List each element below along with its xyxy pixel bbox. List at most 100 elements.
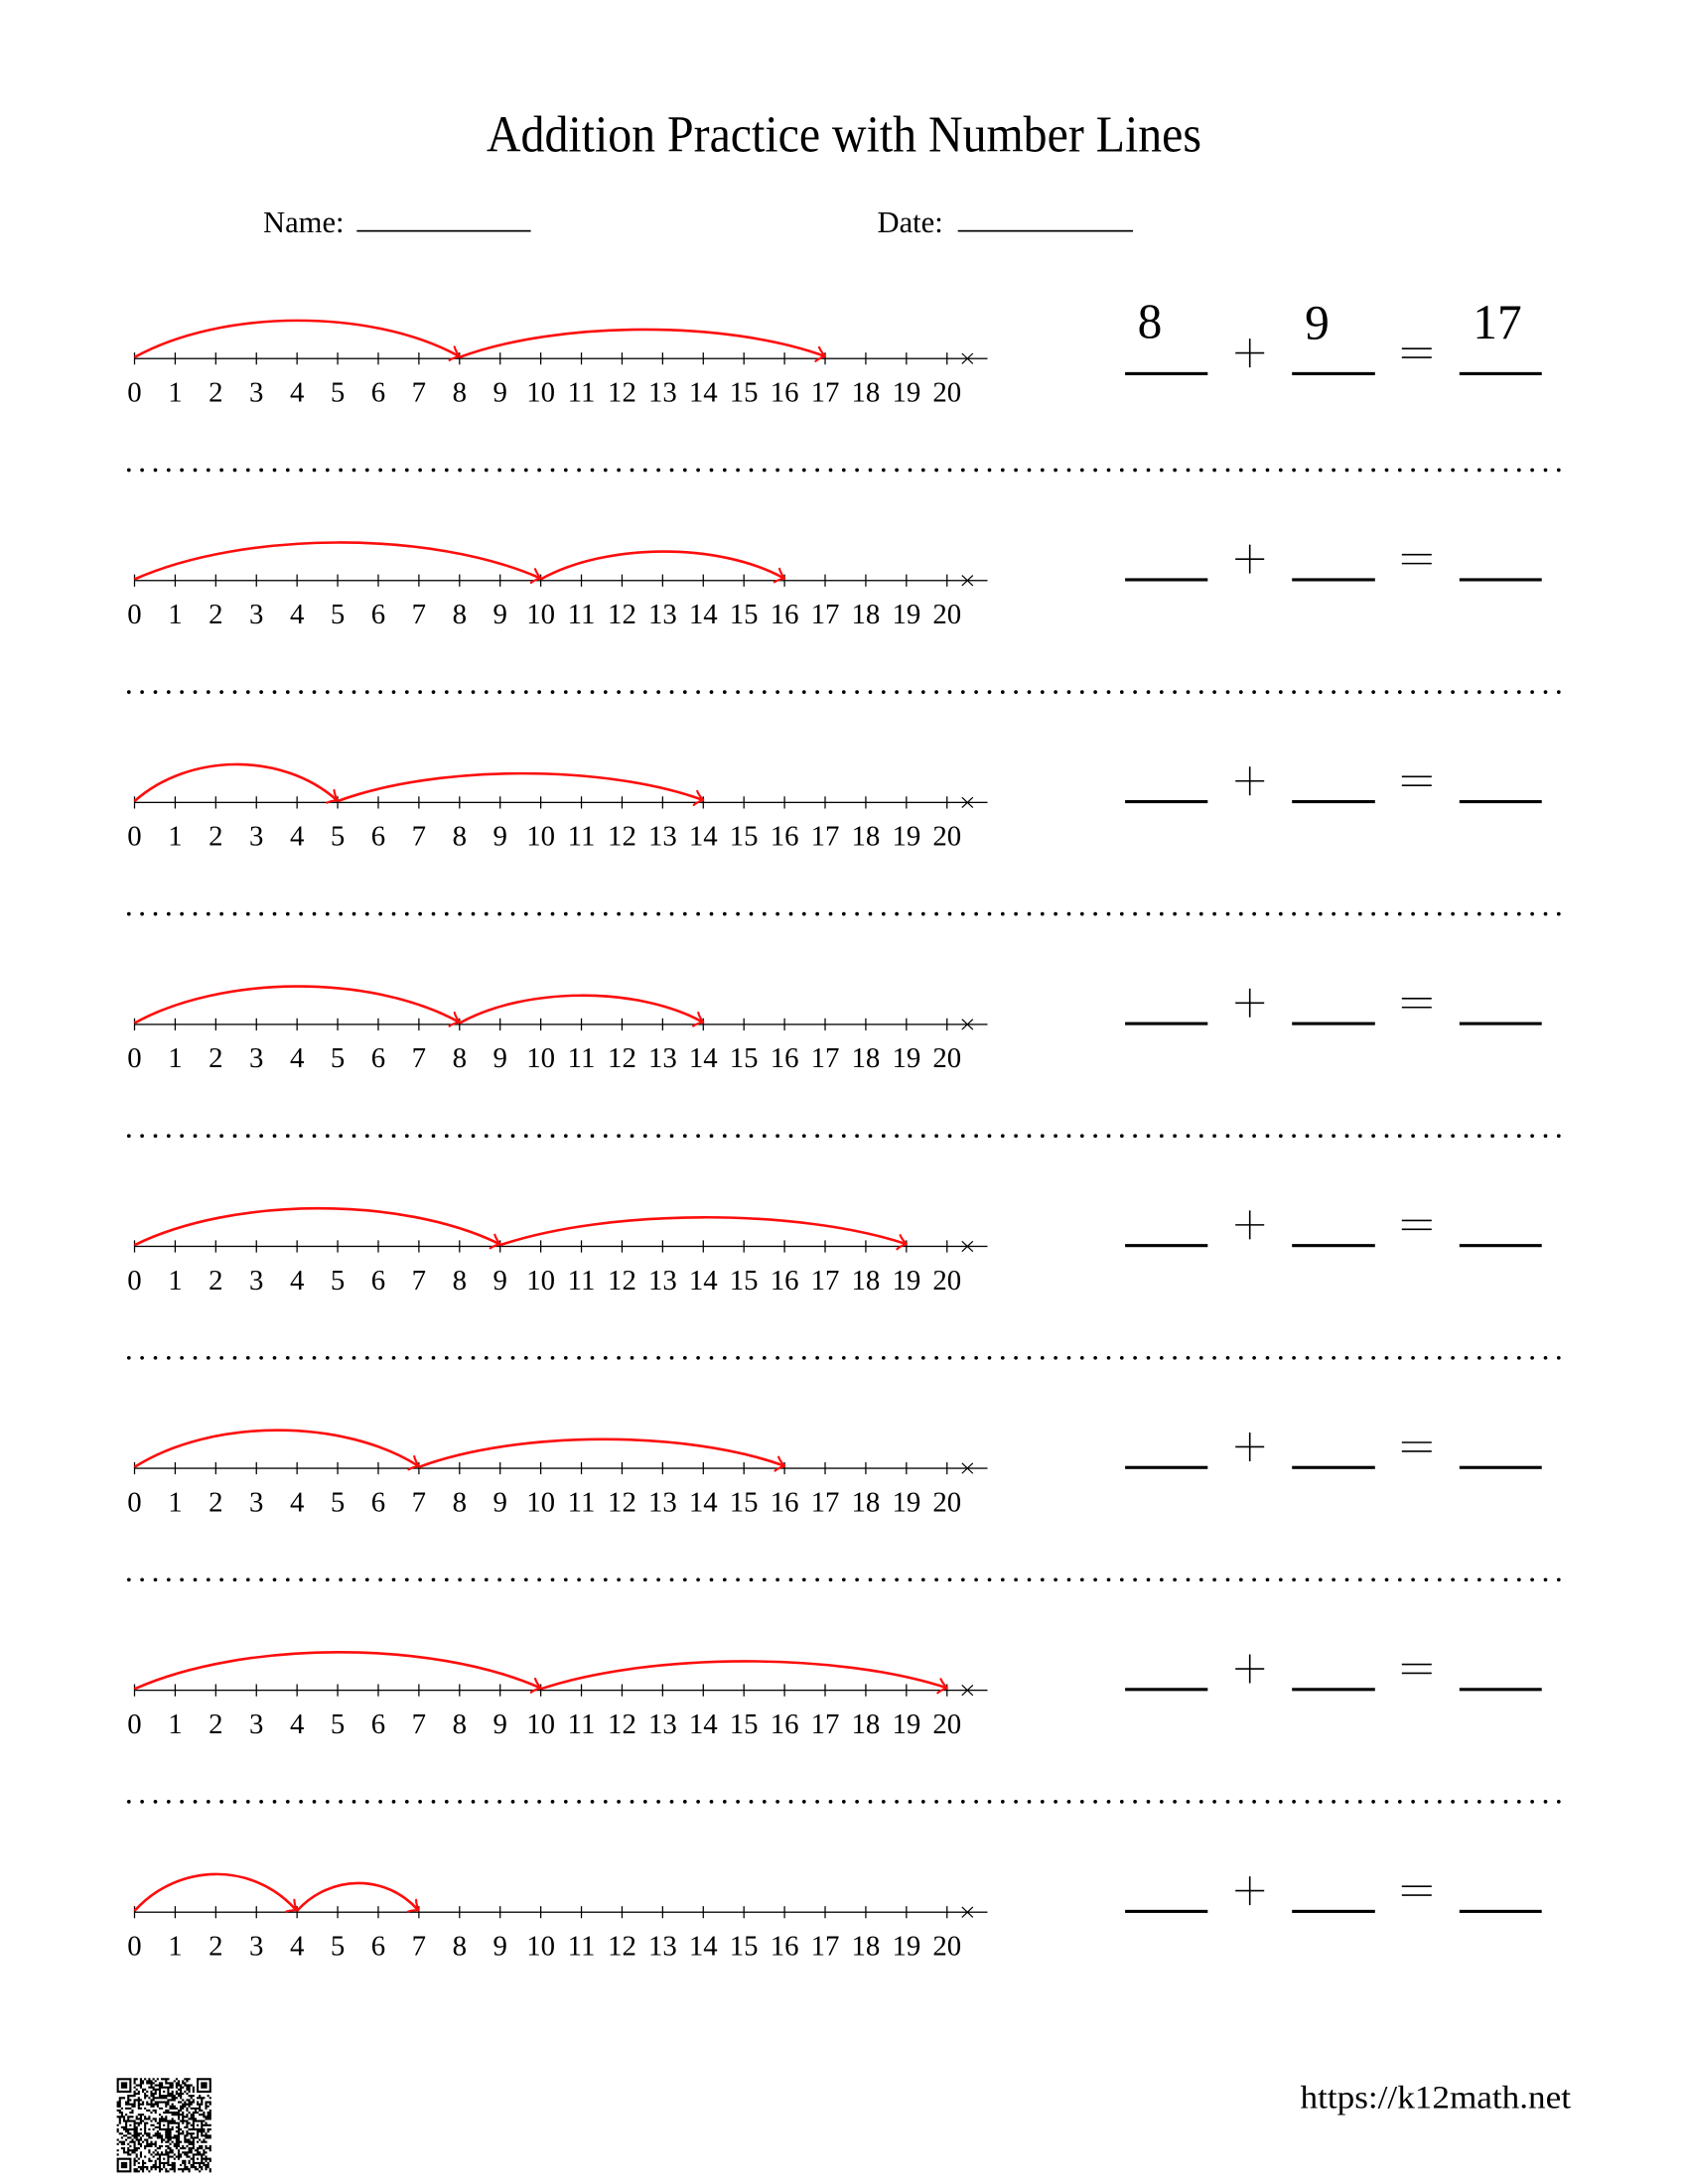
svg-text:7: 7 [412,1265,426,1297]
svg-text:1: 1 [168,1265,182,1297]
svg-text:8: 8 [453,377,467,409]
svg-text:13: 13 [648,1265,677,1297]
svg-text:9: 9 [1305,296,1330,350]
svg-text:4: 4 [290,1486,304,1518]
svg-text:0: 0 [127,1931,141,1963]
svg-text:9: 9 [493,377,507,409]
svg-text:20: 20 [932,1042,961,1074]
svg-text:2: 2 [209,599,222,630]
svg-text:12: 12 [608,1265,636,1297]
svg-text:7: 7 [412,1042,426,1074]
svg-text:10: 10 [526,377,555,409]
svg-text:16: 16 [771,1708,799,1740]
svg-text:0: 0 [127,821,141,853]
svg-text:8: 8 [453,1708,467,1740]
svg-text:20: 20 [932,1708,961,1740]
svg-text:9: 9 [493,1931,507,1963]
svg-text:5: 5 [331,377,345,409]
svg-text:6: 6 [371,1265,385,1297]
svg-text:7: 7 [412,1931,426,1963]
svg-text:15: 15 [730,821,759,853]
svg-text:1: 1 [168,599,182,630]
svg-text:17: 17 [811,1042,840,1074]
svg-text:2: 2 [209,1042,222,1074]
svg-text:14: 14 [689,821,718,853]
svg-text:17: 17 [811,377,840,409]
svg-text:15: 15 [730,1042,759,1074]
svg-text:14: 14 [689,1486,718,1518]
svg-text:4: 4 [290,1931,304,1963]
svg-text:1: 1 [168,1486,182,1518]
svg-text:Name:: Name: [263,205,345,239]
svg-text:8: 8 [453,821,467,853]
svg-text:10: 10 [526,599,555,630]
svg-text:20: 20 [932,1486,961,1518]
svg-text:3: 3 [249,377,263,409]
svg-text:8: 8 [1138,294,1163,348]
svg-text:0: 0 [127,1708,141,1740]
svg-text:12: 12 [608,1042,636,1074]
svg-text:1: 1 [168,1708,182,1740]
svg-text:5: 5 [331,821,345,853]
svg-text:11: 11 [568,1931,596,1963]
svg-text:5: 5 [331,1486,345,1518]
svg-text:19: 19 [892,1265,920,1297]
svg-text:15: 15 [730,1708,759,1740]
svg-text:13: 13 [648,599,677,630]
svg-text:15: 15 [730,1931,759,1963]
svg-text:0: 0 [127,1042,141,1074]
svg-text:5: 5 [331,1708,345,1740]
svg-text:16: 16 [771,599,799,630]
svg-text:8: 8 [453,1931,467,1963]
svg-text:2: 2 [209,1708,222,1740]
svg-text:9: 9 [493,1265,507,1297]
svg-text:18: 18 [852,1265,881,1297]
svg-text:2: 2 [209,1931,222,1963]
svg-text:3: 3 [249,1486,263,1518]
svg-text:14: 14 [689,377,718,409]
svg-text:2: 2 [209,821,222,853]
svg-text:3: 3 [249,821,263,853]
svg-text:19: 19 [892,821,920,853]
svg-text:4: 4 [290,1042,304,1074]
svg-text:2: 2 [209,1265,222,1297]
svg-text:20: 20 [932,1265,961,1297]
svg-text:13: 13 [648,377,677,409]
svg-text:17: 17 [811,821,840,853]
svg-text:12: 12 [608,1708,636,1740]
svg-text:6: 6 [371,1708,385,1740]
svg-text:18: 18 [852,1486,881,1518]
svg-text:11: 11 [568,1708,596,1740]
svg-text:7: 7 [412,599,426,630]
svg-text:5: 5 [331,1265,345,1297]
svg-text:Date:: Date: [878,205,943,239]
svg-text:19: 19 [892,1708,920,1740]
svg-text:7: 7 [412,1708,426,1740]
svg-text:15: 15 [730,599,759,630]
svg-text:5: 5 [331,1042,345,1074]
svg-text:4: 4 [290,1708,304,1740]
svg-text:9: 9 [493,1486,507,1518]
svg-text:6: 6 [371,1931,385,1963]
svg-text:13: 13 [648,1042,677,1074]
svg-text:11: 11 [568,1042,596,1074]
svg-text:19: 19 [892,377,920,409]
svg-text:11: 11 [568,821,596,853]
svg-text:3: 3 [249,1708,263,1740]
svg-text:3: 3 [249,1042,263,1074]
svg-text:6: 6 [371,821,385,853]
svg-text:14: 14 [689,1708,718,1740]
svg-text:13: 13 [648,1931,677,1963]
svg-text:18: 18 [852,377,881,409]
svg-text:2: 2 [209,377,222,409]
svg-text:17: 17 [811,599,840,630]
svg-text:7: 7 [412,1486,426,1518]
svg-text:15: 15 [730,377,759,409]
svg-text:4: 4 [290,599,304,630]
svg-text:19: 19 [892,1486,920,1518]
svg-text:3: 3 [249,1931,263,1963]
svg-text:6: 6 [371,1486,385,1518]
svg-text:6: 6 [371,377,385,409]
svg-text:19: 19 [892,1931,920,1963]
svg-text:5: 5 [331,599,345,630]
